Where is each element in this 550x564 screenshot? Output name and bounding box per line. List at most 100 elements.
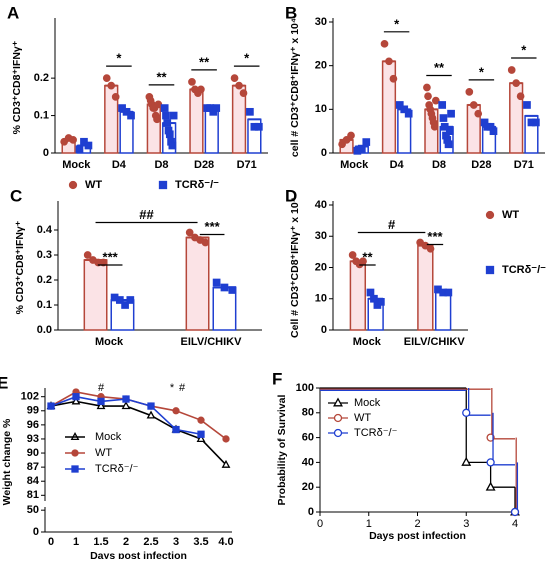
y-tick-label: 0.3	[37, 249, 52, 261]
x-tick-label: 3	[173, 536, 179, 548]
y-tick-label: 60	[302, 432, 314, 444]
data-point	[122, 395, 130, 403]
data-point	[400, 105, 409, 114]
data-point	[146, 410, 156, 419]
x-axis-label: Days post infection	[369, 530, 466, 542]
y-tick-label: 99	[27, 405, 39, 417]
data-point	[423, 83, 431, 92]
data-point	[342, 136, 351, 144]
x-tick-label: Mock	[95, 336, 124, 348]
x-tick-label: 2	[414, 518, 420, 530]
data-point	[370, 294, 378, 303]
y-axis-label: Probability of Survival	[276, 394, 288, 505]
x-tick-label: 2	[123, 536, 129, 548]
annotation: *	[170, 382, 175, 394]
data-point	[84, 141, 93, 150]
significance-label: *	[244, 51, 250, 66]
legend-label: TCRδ⁻/⁻	[502, 264, 546, 276]
y-tick-label: 81	[27, 489, 39, 501]
y-tick-label: 40	[315, 199, 327, 211]
data-point	[201, 238, 210, 247]
data-point	[438, 101, 447, 109]
data-point	[197, 430, 205, 438]
bar	[212, 286, 237, 331]
y-tick-label: 0.2	[34, 72, 49, 84]
data-point	[489, 127, 498, 136]
data-point	[424, 92, 432, 101]
data-point	[163, 119, 172, 127]
data-point	[338, 140, 346, 149]
data-point	[516, 92, 525, 101]
y-axis-label: Cell # CD3⁺CD8⁺IFNγ⁺ x 10⁴	[289, 197, 301, 338]
y-tick-label: 80	[302, 407, 314, 419]
y-axis-label: cell # CD3⁺CD8⁺IFNγ⁺ x 10⁴	[289, 18, 301, 157]
annotation: #	[98, 382, 105, 394]
data-point	[430, 122, 439, 131]
legend-label: WT	[354, 412, 371, 424]
data-point	[188, 78, 196, 86]
data-point	[220, 283, 229, 292]
x-tick-label: Mock	[353, 336, 382, 348]
data-point	[469, 101, 478, 109]
data-point	[162, 111, 170, 120]
y-tick-label: 0.0	[37, 324, 52, 336]
y-tick-label: 10	[315, 103, 327, 115]
x-tick-label: 1	[366, 518, 372, 530]
bar	[417, 244, 434, 331]
y-tick-label: 90	[27, 447, 39, 459]
legend-label: TCRδ⁻/⁻	[95, 463, 139, 475]
panel-letter: B	[285, 3, 297, 22]
y-tick-label: 0.1	[34, 109, 49, 121]
y-tick-label: 0	[43, 147, 49, 159]
y-tick-label: 102	[21, 391, 39, 403]
data-point	[512, 79, 521, 87]
y-tick-label: 10	[315, 293, 327, 305]
data-point	[485, 481, 496, 491]
x-tick-label: 3	[463, 518, 469, 530]
significance-label: *	[521, 42, 527, 57]
y-tick-label: 84	[27, 475, 40, 487]
data-point	[83, 251, 92, 259]
data-point	[507, 66, 516, 74]
data-point	[439, 114, 448, 122]
significance-label: ***	[205, 219, 221, 234]
data-point	[169, 111, 178, 120]
data-point	[172, 407, 180, 415]
data-point	[395, 101, 404, 109]
x-tick-label: 0	[317, 518, 323, 530]
data-point	[212, 104, 221, 112]
significance-label: **	[362, 249, 373, 264]
significance-label: **	[434, 60, 445, 75]
significance-label: #	[388, 217, 396, 232]
data-point	[431, 96, 440, 105]
data-point	[510, 507, 520, 517]
data-point	[97, 397, 105, 406]
data-point	[185, 228, 194, 237]
y-tick-label: 30	[315, 16, 327, 28]
x-tick-label: D4	[112, 159, 127, 171]
legend-label: TCRδ⁻/⁻	[175, 179, 219, 191]
data-point	[121, 301, 129, 309]
y-tick-label: 20	[315, 261, 327, 273]
data-point	[172, 425, 180, 434]
x-tick-label: 1.5	[93, 536, 108, 548]
x-tick-label: 1	[73, 536, 79, 548]
y-tick-label: 100	[296, 382, 314, 394]
data-point	[72, 393, 80, 401]
data-point	[404, 109, 413, 118]
y-tick-label: 87	[27, 461, 39, 473]
data-point	[532, 118, 540, 127]
data-point	[153, 115, 161, 124]
y-tick-label: 0	[321, 147, 327, 159]
significance-label: *	[394, 16, 400, 31]
data-point	[121, 401, 131, 410]
legend-marker	[485, 265, 495, 275]
data-point	[235, 81, 243, 90]
data-point	[127, 111, 135, 120]
data-point	[254, 122, 263, 131]
data-point	[160, 104, 169, 112]
legend-label: WT	[502, 209, 519, 221]
legend-label: WT	[85, 179, 102, 191]
data-point	[221, 459, 231, 468]
data-point	[362, 138, 371, 146]
